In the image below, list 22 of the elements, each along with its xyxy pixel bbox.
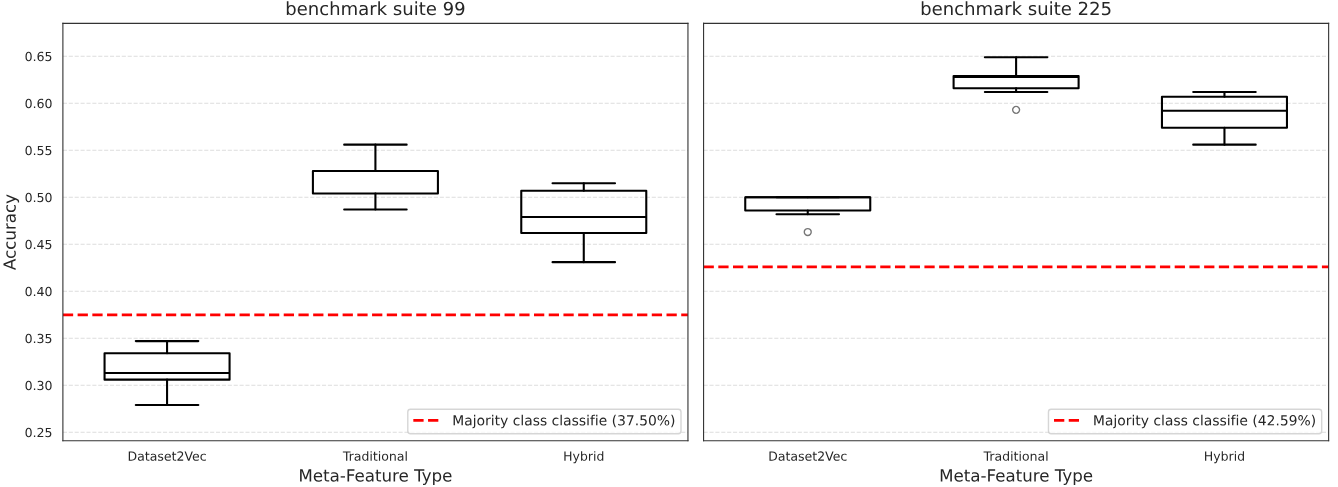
chart-title: benchmark suite 225 (921, 1, 1111, 16)
legend-label: Majority class classifie (37.50%) (453, 414, 675, 429)
y-tick-label: 0.35 (25, 333, 52, 344)
legend-label: Majority class classifie (42.59%) (1094, 414, 1315, 429)
x-tick-label: Dataset2Vec (769, 451, 847, 461)
y-tick-label: 0.25 (25, 427, 52, 438)
chart-title: benchmark suite 99 (286, 1, 465, 16)
y-tick-label: 0.40 (25, 286, 52, 297)
y-axis-title: Accuracy (3, 194, 20, 270)
x-axis-title: Meta-Feature Type (300, 469, 452, 485)
y-tick-label: 0.30 (25, 380, 52, 391)
y-tick-label: 0.50 (25, 192, 52, 203)
x-tick-label: Dataset2Vec (128, 451, 206, 461)
x-tick-label: Traditional (342, 451, 407, 461)
x-tick-label: Hybrid (564, 451, 604, 464)
x-tick-label: Hybrid (1205, 451, 1244, 464)
y-tick-label: 0.45 (25, 239, 52, 250)
y-tick-label: 0.65 (25, 51, 52, 62)
y-tick-label: 0.55 (25, 145, 52, 156)
x-axis-title: Meta-Feature Type (940, 469, 1093, 485)
x-tick-label: Traditional (983, 451, 1048, 461)
y-tick-label: 0.60 (25, 98, 52, 109)
